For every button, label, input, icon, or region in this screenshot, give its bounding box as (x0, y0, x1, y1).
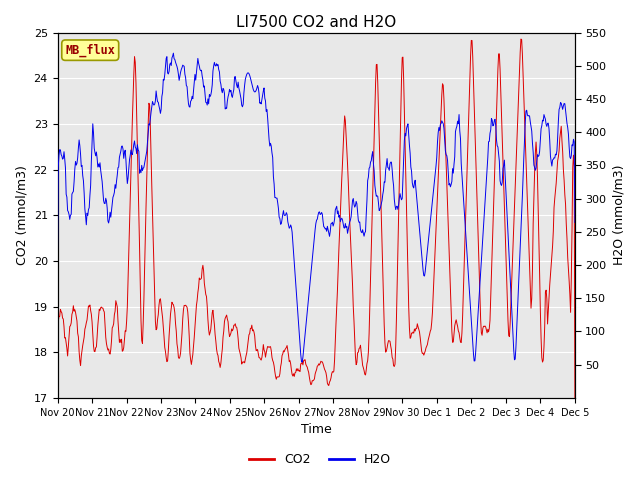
Text: MB_flux: MB_flux (65, 44, 115, 57)
Y-axis label: CO2 (mmol/m3): CO2 (mmol/m3) (15, 165, 28, 265)
Legend: CO2, H2O: CO2, H2O (244, 448, 396, 471)
Title: LI7500 CO2 and H2O: LI7500 CO2 and H2O (236, 15, 396, 30)
Y-axis label: H2O (mmol/m3): H2O (mmol/m3) (612, 165, 625, 265)
X-axis label: Time: Time (301, 423, 332, 436)
